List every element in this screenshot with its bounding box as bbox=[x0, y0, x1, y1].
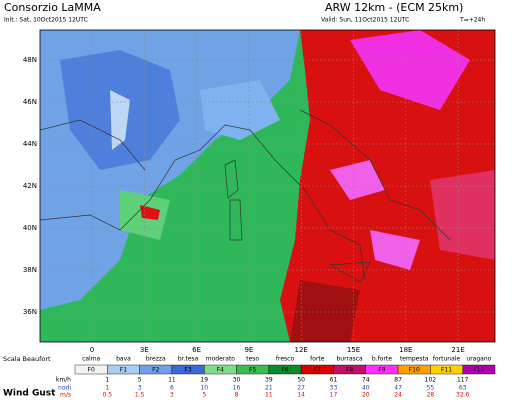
lon-label: 9E bbox=[244, 346, 253, 354]
threshold: 28 bbox=[427, 392, 435, 399]
threshold: 21 bbox=[265, 385, 273, 392]
beaufort-name: brezza bbox=[146, 356, 166, 363]
class-label: F3 bbox=[184, 367, 191, 374]
threshold: 63 bbox=[459, 385, 467, 392]
threshold: 11 bbox=[265, 392, 273, 399]
threshold: 8 bbox=[235, 392, 239, 399]
class-cell bbox=[462, 364, 496, 375]
map bbox=[40, 30, 495, 342]
threshold: 102 bbox=[425, 377, 437, 384]
class-label: F9 bbox=[378, 367, 385, 374]
class-label: F5 bbox=[249, 367, 256, 374]
threshold: 6 bbox=[170, 385, 174, 392]
unit-label: m/s bbox=[60, 392, 71, 399]
map-frame bbox=[39, 29, 496, 343]
threshold: 24 bbox=[394, 392, 402, 399]
class-label: F2 bbox=[152, 367, 159, 374]
threshold: 1 bbox=[105, 377, 109, 384]
lat-label: 46N bbox=[23, 98, 37, 106]
threshold: 47 bbox=[394, 385, 402, 392]
lat-label: 38N bbox=[23, 266, 37, 274]
class-label: F10 bbox=[409, 367, 420, 374]
threshold: 61 bbox=[330, 377, 338, 384]
beaufort-name: burrasca bbox=[337, 356, 364, 363]
threshold: 16 bbox=[233, 385, 241, 392]
threshold: 5 bbox=[202, 392, 206, 399]
lat-label: 48N bbox=[23, 56, 37, 64]
threshold: 27 bbox=[297, 385, 305, 392]
threshold: 19 bbox=[200, 377, 208, 384]
threshold: 10 bbox=[200, 385, 208, 392]
unit-label: km/h bbox=[56, 377, 71, 384]
threshold: 87 bbox=[394, 377, 402, 384]
beaufort-name: br.tesa bbox=[178, 356, 199, 363]
class-label: F0 bbox=[88, 367, 95, 374]
threshold: 5 bbox=[138, 377, 142, 384]
valid: Valid: Sun, 11Oct2015 12UTC bbox=[321, 17, 409, 24]
lat-label: 40N bbox=[23, 224, 37, 232]
beaufort-name: b.forte bbox=[372, 356, 392, 363]
threshold: 55 bbox=[427, 385, 435, 392]
class-label: F7 bbox=[314, 367, 321, 374]
lon-label: 6E bbox=[192, 346, 201, 354]
lat-label: 36N bbox=[23, 308, 37, 316]
unit-label: nodi bbox=[58, 385, 71, 392]
threshold: 117 bbox=[457, 377, 469, 384]
threshold: 3 bbox=[138, 385, 142, 392]
threshold: 74 bbox=[362, 377, 370, 384]
model: ARW 12km - (ECM 25km) bbox=[325, 1, 463, 14]
lon-label: 0 bbox=[90, 346, 94, 354]
beaufort-name: forte bbox=[310, 356, 325, 363]
beaufort-name: fresco bbox=[276, 356, 295, 363]
threshold: 33 bbox=[330, 385, 338, 392]
lon-label: 21E bbox=[451, 346, 464, 354]
class-label: F8 bbox=[346, 367, 353, 374]
lat-label: 44N bbox=[23, 140, 37, 148]
beaufort-name: calma bbox=[82, 356, 100, 363]
threshold: 40 bbox=[362, 385, 370, 392]
threshold: 32.6 bbox=[456, 392, 470, 399]
beaufort-name: moderato bbox=[206, 356, 236, 363]
field: Wind Gust bbox=[3, 389, 56, 399]
threshold: 3 bbox=[170, 392, 174, 399]
org: Consorzio LaMMA bbox=[4, 1, 101, 14]
beaufort-name: tempesta bbox=[400, 356, 429, 363]
threshold: 0.5 bbox=[103, 392, 113, 399]
lon-label: 3E bbox=[140, 346, 149, 354]
threshold: 1 bbox=[105, 385, 109, 392]
beaufort-name: fortunale bbox=[433, 356, 461, 363]
threshold: 39 bbox=[265, 377, 273, 384]
class-label: F6 bbox=[281, 367, 288, 374]
scale-title: Scala Beaufort bbox=[3, 355, 51, 363]
class-label: F1 bbox=[120, 367, 127, 374]
class-label: F12 bbox=[473, 367, 484, 374]
beaufort-name: bava bbox=[116, 356, 131, 363]
threshold: 11 bbox=[168, 377, 176, 384]
lat-label: 42N bbox=[23, 182, 37, 190]
lead: T=+24h bbox=[459, 17, 485, 24]
class-label: F11 bbox=[441, 367, 452, 374]
lon-label: 12E bbox=[295, 346, 308, 354]
init: Init.: Sat, 10Oct2015 12UTC bbox=[4, 17, 88, 24]
threshold: 17 bbox=[330, 392, 338, 399]
class-label: F4 bbox=[217, 367, 224, 374]
threshold: 1.5 bbox=[135, 392, 145, 399]
beaufort-name: uragano bbox=[466, 356, 491, 363]
beaufort-name: teso bbox=[246, 356, 259, 363]
threshold: 20 bbox=[362, 392, 370, 399]
lon-label: 15E bbox=[347, 346, 360, 354]
threshold: 14 bbox=[297, 392, 305, 399]
lon-label: 18E bbox=[399, 346, 412, 354]
threshold: 50 bbox=[297, 377, 305, 384]
threshold: 30 bbox=[233, 377, 241, 384]
